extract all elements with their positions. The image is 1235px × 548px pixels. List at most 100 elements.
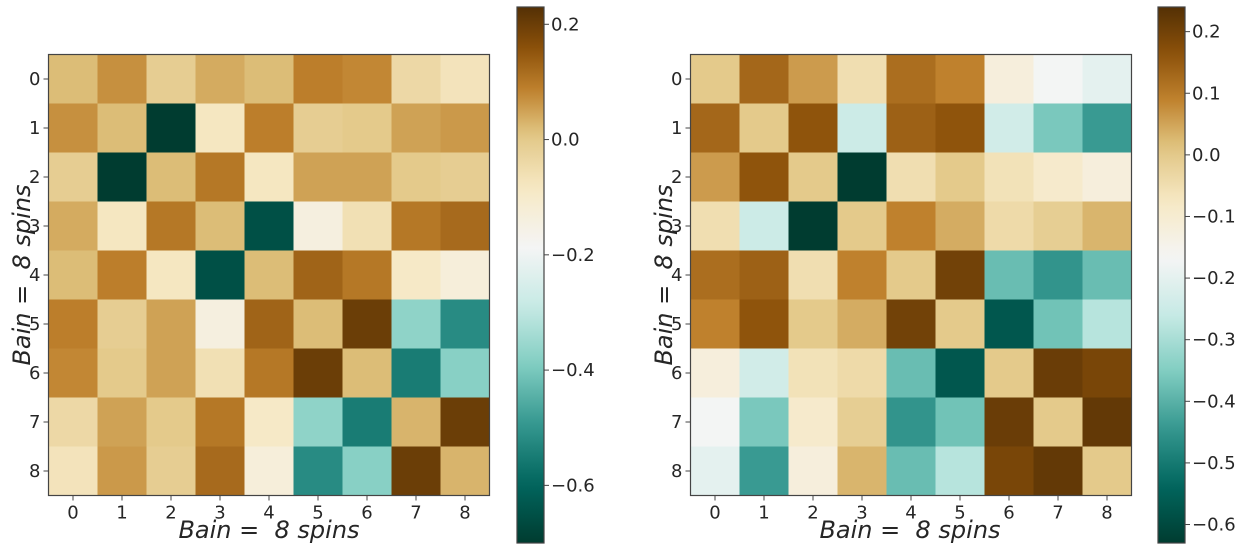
heatmap-cell-0-8 [1082, 54, 1132, 104]
heatmap-cell-7-0 [48, 397, 98, 447]
heatmap-cell-2-1 [739, 152, 789, 202]
heatmap-cell-4-7 [391, 250, 441, 300]
colorbar-tick-label: 0.0 [1192, 145, 1221, 166]
x-tick-label: 4 [263, 503, 274, 524]
heatmap-cell-1-3 [195, 103, 245, 153]
heatmap-cell-4-1 [739, 250, 789, 300]
heatmap-cell-1-4 [886, 103, 936, 153]
heatmap-cell-1-4 [244, 103, 294, 153]
heatmap-cell-1-3 [837, 103, 887, 153]
colorbar-tick-label: −0.2 [1192, 268, 1235, 289]
x-tick-label: 8 [459, 503, 470, 524]
heatmap-right-x-label: Bain = 8 spins [819, 516, 1000, 544]
x-tick-label: 1 [758, 503, 769, 524]
heatmap-cell-5-5 [293, 299, 343, 349]
heatmap-cell-4-8 [1082, 250, 1132, 300]
colorbar-right-ticks: 0.2 0.1 0.0 −0.1 −0.2 −0.3 −0.4 −0.5 −0.6 [1185, 22, 1235, 536]
heatmap-cell-5-1 [97, 299, 147, 349]
heatmap-right-y-ticks: 0 1 2 3 4 5 6 7 8 [671, 69, 691, 482]
colorbar-left-frame [516, 6, 545, 544]
heatmap-cell-3-7 [1033, 201, 1083, 251]
heatmap-right-x-ticks: 0 1 2 3 4 5 6 7 8 [709, 495, 1113, 524]
heatmap-cell-2-5 [293, 152, 343, 202]
heatmap-cell-8-7 [1033, 446, 1083, 496]
colorbar-tick-label: −0.2 [551, 245, 595, 266]
heatmap-cell-7-6 [342, 397, 392, 447]
heatmap-cell-0-6 [984, 54, 1034, 104]
heatmap-cell-1-6 [984, 103, 1034, 153]
heatmap-cell-0-3 [195, 54, 245, 104]
heatmap-cell-8-4 [886, 446, 936, 496]
colorbar-right: 0.2 0.1 0.0 −0.1 −0.2 −0.3 −0.4 −0.5 −0.6 [1157, 6, 1235, 544]
heatmap-cell-5-4 [886, 299, 936, 349]
heatmap-left-cells [48, 54, 490, 496]
x-tick-label: 7 [1052, 503, 1063, 524]
heatmap-cell-3-8 [1082, 201, 1132, 251]
y-tick-label: 6 [671, 363, 682, 384]
heatmap-cell-0-1 [739, 54, 789, 104]
heatmap-cell-8-3 [195, 446, 245, 496]
colorbar-tick-label: −0.1 [1192, 206, 1235, 227]
heatmap-cell-3-6 [342, 201, 392, 251]
heatmap-cell-2-0 [48, 152, 98, 202]
colorbar-left: 0.2 0.0 −0.2 −0.4 −0.6 [516, 6, 595, 544]
heatmap-cell-4-7 [1033, 250, 1083, 300]
heatmap-cell-8-8 [440, 446, 490, 496]
heatmap-cell-4-2 [146, 250, 196, 300]
y-tick-label: 0 [671, 69, 682, 90]
y-tick-label: 8 [671, 461, 682, 482]
heatmap-cell-0-0 [48, 54, 98, 104]
x-tick-label: 5 [312, 503, 323, 524]
colorbar-tick-label: −0.5 [1192, 453, 1235, 474]
y-tick-label: 4 [671, 265, 682, 286]
heatmap-cell-7-5 [293, 397, 343, 447]
heatmap-cell-2-3 [837, 152, 887, 202]
heatmap-cell-3-0 [690, 201, 740, 251]
heatmap-cell-3-4 [886, 201, 936, 251]
heatmap-cell-1-5 [935, 103, 985, 153]
heatmap-cell-1-7 [1033, 103, 1083, 153]
heatmap-cell-7-5 [935, 397, 985, 447]
colorbar-right-frame [1157, 6, 1186, 544]
heatmap-right: 0 1 2 3 4 5 6 7 8 0 1 2 3 4 5 6 7 8 Bain = 8 spins Bain … [650, 53, 1133, 544]
heatmap-cell-5-7 [1033, 299, 1083, 349]
heatmap-cell-8-2 [146, 446, 196, 496]
heatmap-cell-1-0 [690, 103, 740, 153]
y-tick-label: 6 [29, 363, 40, 384]
heatmap-cell-3-3 [837, 201, 887, 251]
heatmap-left: 0 1 2 3 4 5 6 7 8 0 1 2 3 4 5 6 7 8 Bain = 8 spins Bain … [8, 53, 491, 544]
heatmap-cell-8-5 [935, 446, 985, 496]
heatmap-cell-0-6 [342, 54, 392, 104]
heatmap-cell-4-5 [935, 250, 985, 300]
heatmap-cell-5-0 [48, 299, 98, 349]
colorbar-tick-label: −0.6 [551, 475, 595, 496]
heatmap-cell-2-5 [935, 152, 985, 202]
heatmap-cell-1-6 [342, 103, 392, 153]
colorbar-left-gradient [517, 7, 544, 543]
heatmap-cell-6-2 [788, 348, 838, 398]
heatmap-cell-2-8 [440, 152, 490, 202]
heatmap-cell-0-7 [391, 54, 441, 104]
heatmap-cell-5-5 [935, 299, 985, 349]
heatmap-cell-6-3 [195, 348, 245, 398]
heatmap-cell-3-5 [935, 201, 985, 251]
heatmap-cell-3-1 [739, 201, 789, 251]
heatmap-left-y-ticks: 0 1 2 3 4 5 6 7 8 [29, 69, 49, 482]
y-tick-label: 2 [671, 167, 682, 188]
heatmap-cell-5-6 [342, 299, 392, 349]
heatmap-cell-7-4 [244, 397, 294, 447]
heatmap-cell-6-7 [391, 348, 441, 398]
heatmap-cell-4-1 [97, 250, 147, 300]
heatmap-cell-6-8 [440, 348, 490, 398]
heatmap-cell-3-1 [97, 201, 147, 251]
y-tick-label: 1 [29, 118, 40, 139]
heatmap-cell-8-7 [391, 446, 441, 496]
heatmap-cell-7-3 [837, 397, 887, 447]
x-tick-label: 2 [807, 503, 818, 524]
heatmap-cell-1-1 [97, 103, 147, 153]
heatmap-cell-4-0 [48, 250, 98, 300]
heatmap-cell-7-8 [1082, 397, 1132, 447]
heatmap-cell-1-2 [788, 103, 838, 153]
heatmap-cell-3-2 [788, 201, 838, 251]
heatmap-cell-7-6 [984, 397, 1034, 447]
